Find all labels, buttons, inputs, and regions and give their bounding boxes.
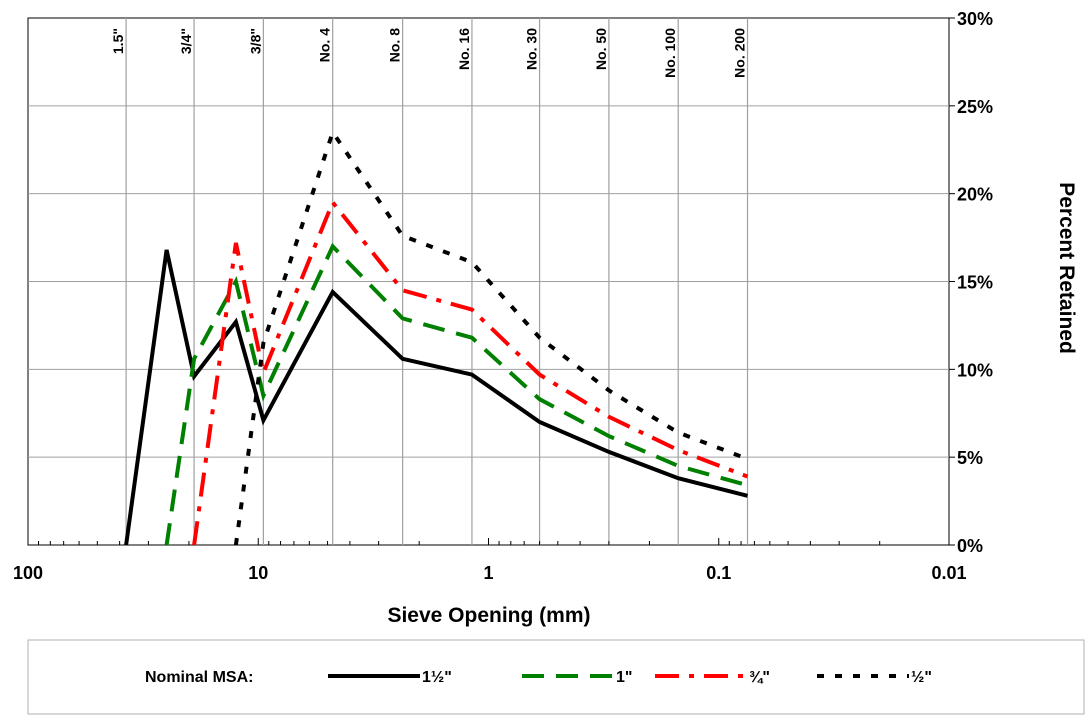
x-minor-ticks bbox=[27, 538, 950, 545]
x-tick-label: 0.1 bbox=[706, 563, 731, 583]
y-axis-title: Percent Retained bbox=[1055, 182, 1078, 354]
sieve-label: No. 4 bbox=[317, 28, 333, 62]
legend-title: Nominal MSA: bbox=[145, 669, 253, 686]
y-tick-label: 5% bbox=[957, 448, 983, 468]
sieve-label: No. 200 bbox=[732, 28, 748, 78]
x-tick-label: 0.01 bbox=[931, 563, 966, 583]
x-tick-labels: 100 10 1 0.1 0.01 bbox=[13, 563, 967, 583]
legend-items: 1½" 1" ¾" ½" bbox=[328, 669, 932, 686]
sieve-label: 1.5" bbox=[110, 28, 126, 54]
series-line bbox=[164, 242, 749, 546]
sieve-label: No. 8 bbox=[387, 28, 403, 62]
y-tick-label: 20% bbox=[957, 185, 993, 205]
y-tick-label: 25% bbox=[957, 97, 993, 117]
legend-label: 1" bbox=[616, 669, 632, 686]
y-tick-label: 15% bbox=[957, 273, 993, 293]
sieve-gridlines bbox=[125, 18, 749, 545]
sieve-label: 3/4" bbox=[178, 28, 194, 54]
series-line bbox=[192, 198, 749, 546]
x-tick-label: 10 bbox=[248, 563, 268, 583]
series-line bbox=[124, 249, 748, 546]
legend-label: ½" bbox=[911, 669, 932, 686]
sieve-label: No. 16 bbox=[456, 28, 472, 70]
series-line bbox=[233, 127, 749, 546]
y-tick-label: 10% bbox=[957, 360, 993, 380]
sieve-labels: 1.5" 3/4" 3/8" No. 4 No. 8 No. 16 No. 30 No. 50… bbox=[110, 28, 747, 78]
legend-label: ¾" bbox=[749, 669, 770, 686]
y-tick-label: 30% bbox=[957, 9, 993, 29]
sieve-label: No. 100 bbox=[662, 28, 678, 78]
y-tick-label: 0% bbox=[957, 536, 983, 556]
series-layer bbox=[124, 127, 749, 546]
sieve-label: 3/8" bbox=[247, 28, 263, 54]
x-axis-title: Sieve Opening (mm) bbox=[387, 604, 590, 627]
legend: Nominal MSA: 1½" 1" ¾" ½" bbox=[27, 639, 1085, 715]
sieve-label: No. 50 bbox=[593, 28, 609, 70]
y-tick-labels: 0% 5% 10% 15% 20% 25% 30% bbox=[949, 9, 993, 556]
legend-label: 1½" bbox=[422, 669, 452, 686]
x-tick-label: 100 bbox=[13, 563, 43, 583]
sieve-label: No. 30 bbox=[524, 28, 540, 70]
x-tick-label: 1 bbox=[483, 563, 493, 583]
